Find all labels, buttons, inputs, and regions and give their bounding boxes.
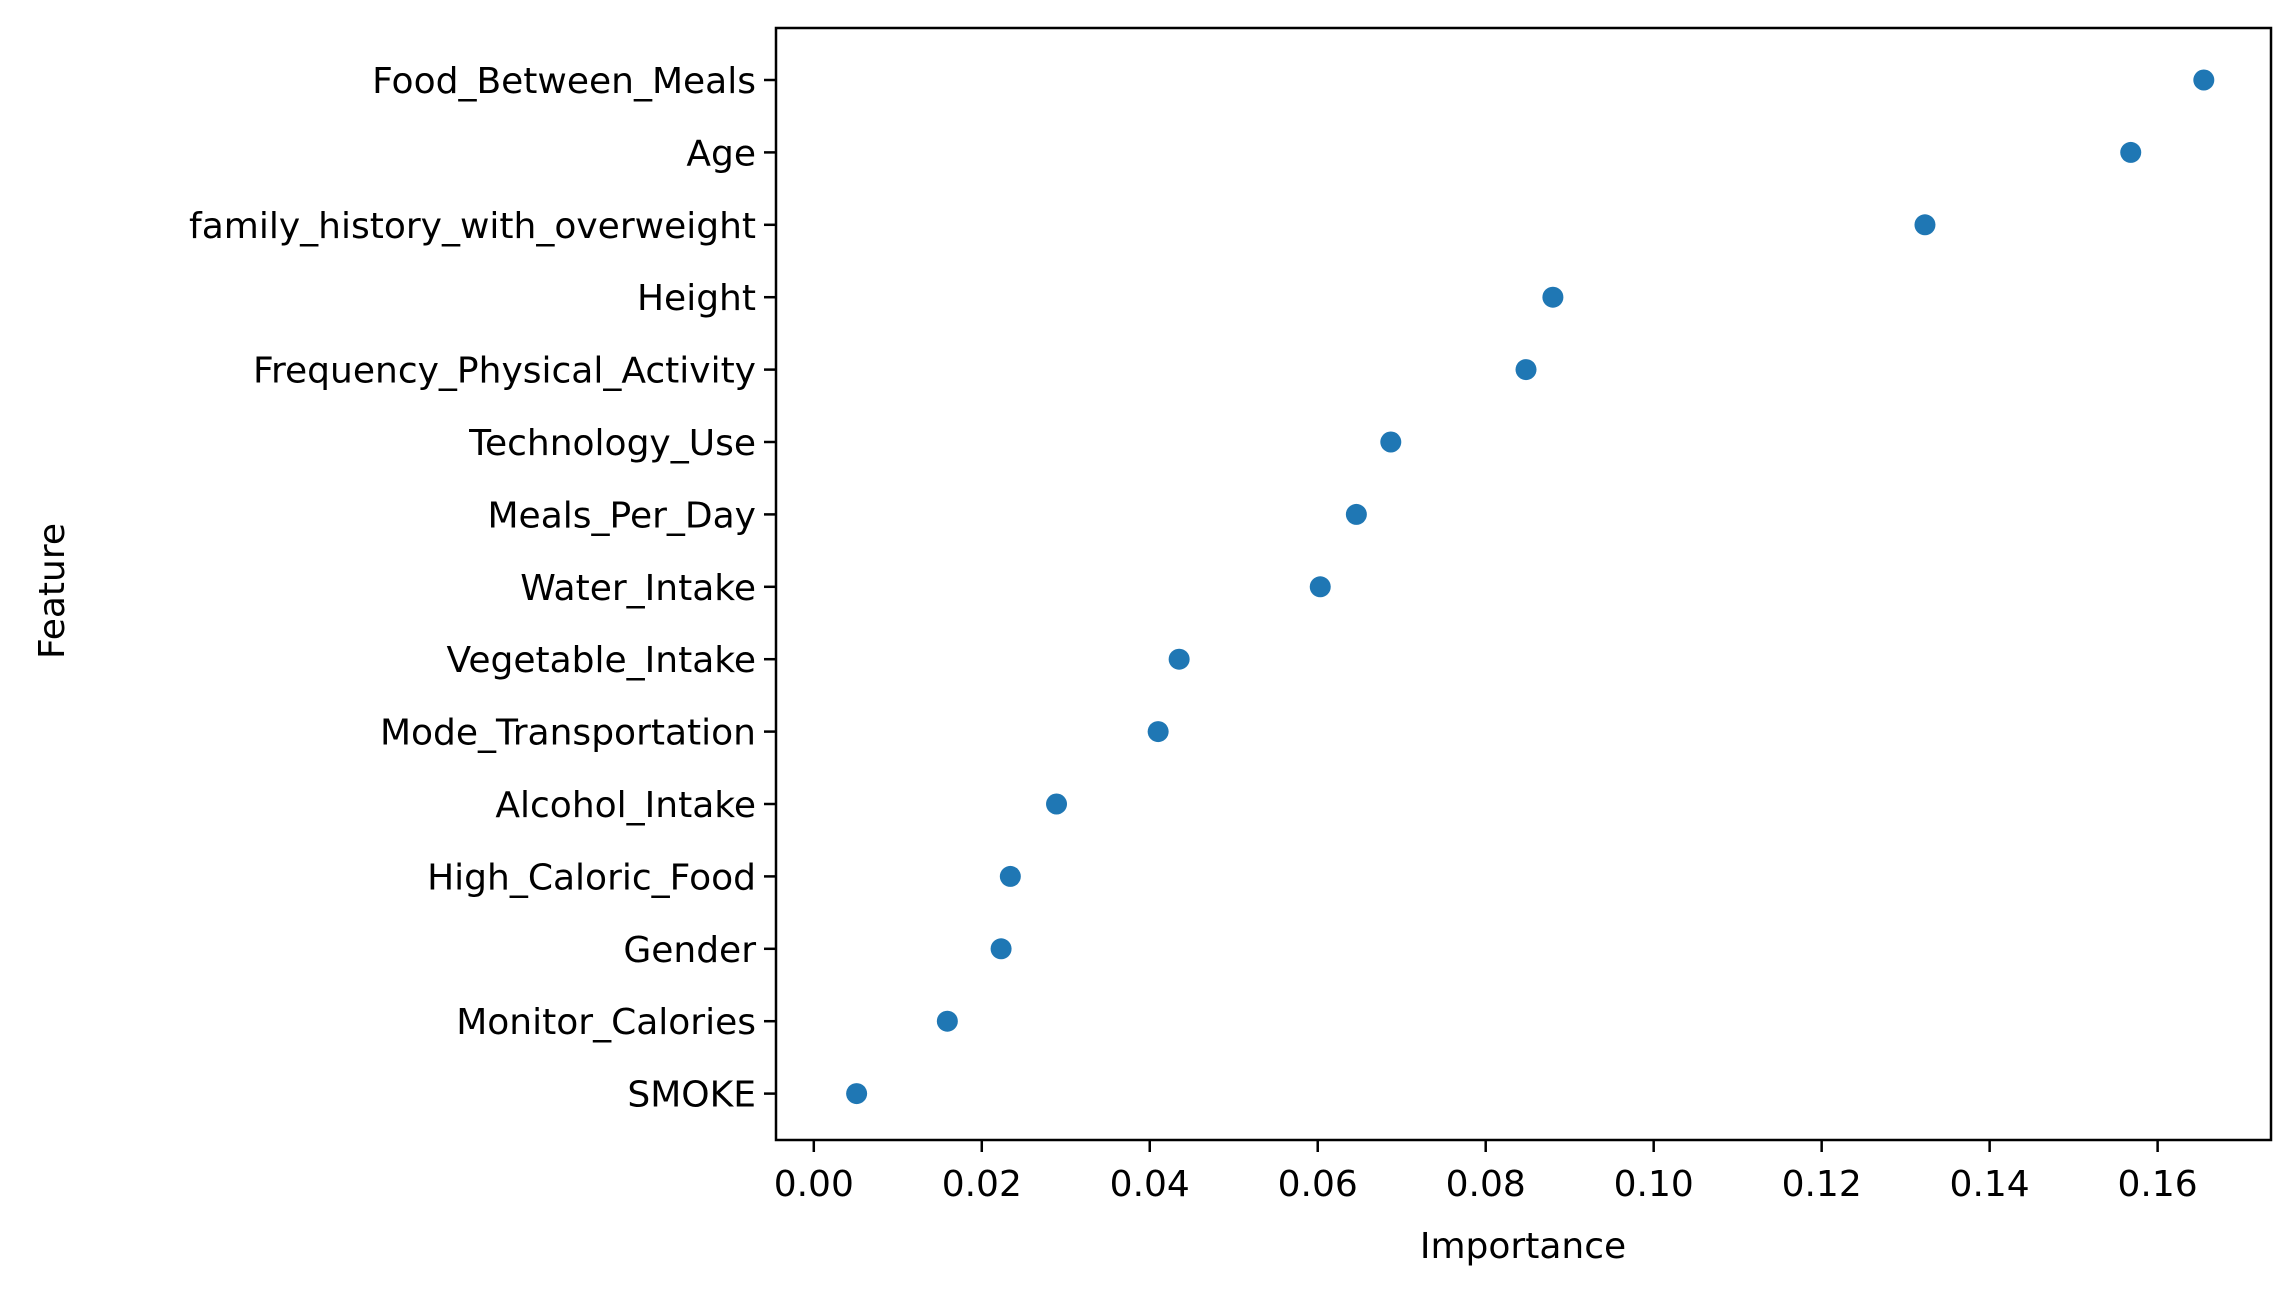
y-axis-ticks: Food_Between_Meals Age family_history_with… — [189, 61, 776, 1116]
y-tick-label: Age — [686, 133, 756, 174]
y-tick-label: SMOKE — [627, 1075, 756, 1116]
data-point — [1309, 576, 1331, 598]
x-tick-label: 0.14 — [1950, 1164, 2030, 1205]
data-point — [1147, 721, 1169, 743]
y-tick-label: family_history_with_overweight — [189, 206, 756, 247]
data-point — [1345, 503, 1367, 525]
data-point — [990, 938, 1012, 960]
data-point — [936, 1010, 958, 1032]
y-axis-label: Feature — [32, 523, 73, 659]
x-axis-label: Importance — [1420, 1226, 1626, 1267]
y-tick-label: Mode_Transportation — [380, 713, 756, 754]
x-tick-label: 0.04 — [1110, 1164, 1190, 1205]
x-tick-label: 0.02 — [942, 1164, 1022, 1205]
y-tick-label: High_Caloric_Food — [427, 857, 756, 898]
y-tick-label: Meals_Per_Day — [488, 495, 757, 536]
x-tick-label: 0.12 — [1782, 1164, 1862, 1205]
data-point — [1380, 431, 1402, 453]
data-point — [846, 1083, 868, 1105]
x-tick-label: 0.06 — [1278, 1164, 1358, 1205]
y-tick-label: Gender — [623, 930, 756, 971]
data-point — [1046, 793, 1068, 815]
y-tick-label: Frequency_Physical_Activity — [253, 351, 756, 392]
y-tick-label: Monitor_Calories — [456, 1002, 756, 1043]
points-layer — [846, 69, 2215, 1105]
data-point — [999, 865, 1021, 887]
y-tick-label: Water_Intake — [520, 568, 756, 609]
x-tick-label: 0.16 — [2118, 1164, 2198, 1205]
x-tick-label: 0.08 — [1446, 1164, 1526, 1205]
data-point — [2193, 69, 2215, 91]
y-tick-label: Technology_Use — [468, 423, 756, 464]
x-axis-ticks: 0.00 0.02 0.04 0.06 0.08 0.10 0.12 0.14 0.16 — [774, 1140, 2198, 1205]
plot-frame — [774, 26, 2273, 1142]
y-tick-label: Vegetable_Intake — [447, 640, 756, 681]
x-tick-label: 0.00 — [774, 1164, 854, 1205]
data-point — [1542, 286, 1564, 308]
y-tick-label: Alcohol_Intake — [495, 785, 756, 826]
data-point — [1914, 214, 1936, 236]
data-point — [1515, 359, 1537, 381]
y-tick-label: Height — [637, 278, 756, 319]
data-point — [1168, 648, 1190, 670]
y-tick-label: Food_Between_Meals — [372, 61, 756, 102]
x-tick-label: 0.10 — [1614, 1164, 1694, 1205]
data-point — [2120, 141, 2142, 163]
